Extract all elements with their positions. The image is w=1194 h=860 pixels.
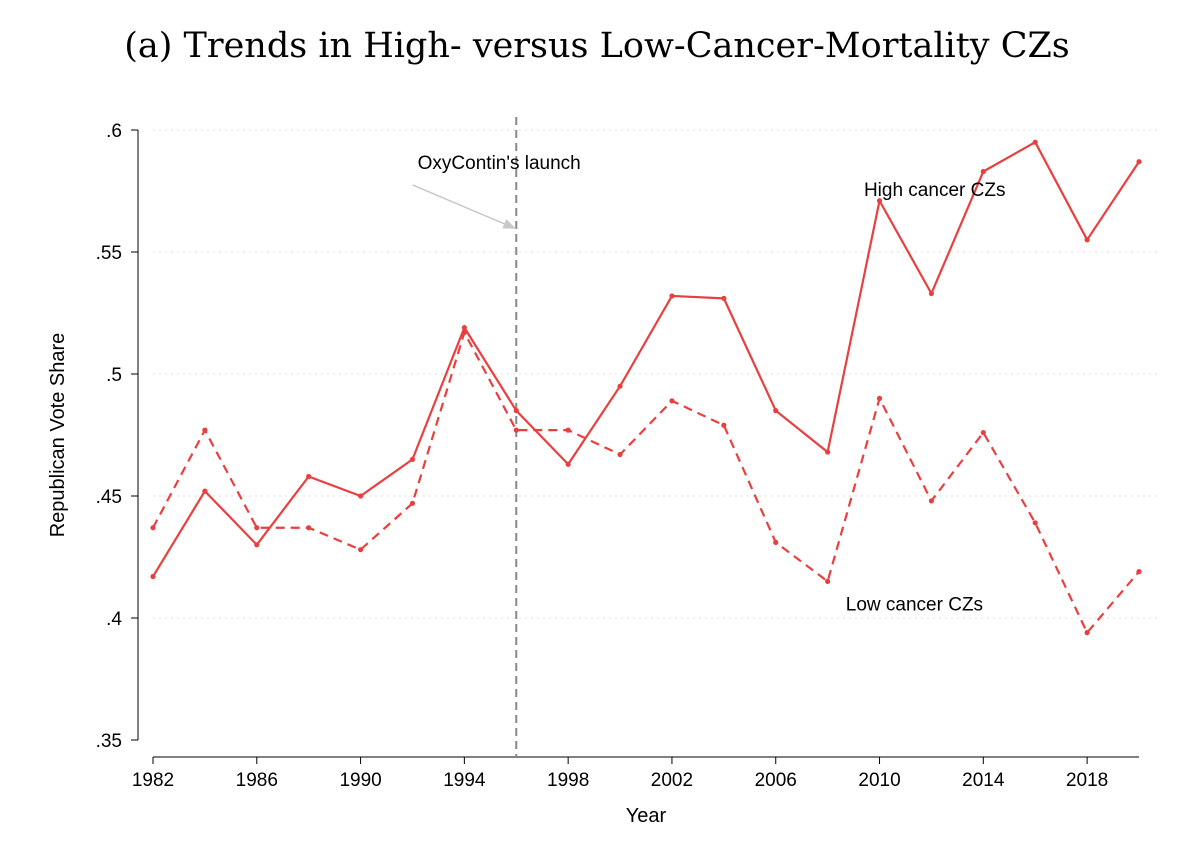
data-point (1136, 159, 1142, 165)
data-point (876, 198, 883, 204)
data-point (357, 547, 364, 553)
data-point (513, 427, 519, 433)
y-axis-label: Republican Vote Share (47, 333, 69, 538)
data-point (669, 293, 675, 299)
data-point (980, 429, 986, 436)
data-point (773, 408, 779, 414)
data-point (409, 456, 416, 462)
data-point (617, 451, 623, 458)
y-tick-label: .45 (96, 487, 122, 508)
chart-title: (a) Trends in High- versus Low-Cancer-Mo… (124, 26, 1070, 66)
data-point (461, 329, 467, 336)
data-point (876, 395, 883, 401)
high-cancer-label: High cancer CZs (864, 180, 1006, 201)
x-tick-label: 2002 (651, 770, 693, 791)
data-point (617, 383, 623, 389)
y-tick-label: .4 (106, 609, 122, 630)
x-tick-label: 1994 (443, 770, 486, 791)
launch-arrow (412, 184, 505, 225)
data-point (150, 525, 156, 531)
grid-layer (153, 129, 1160, 619)
x-tick-label: 2018 (1066, 770, 1108, 791)
x-tick-label: 1982 (132, 770, 174, 791)
data-point (202, 427, 208, 433)
x-tick-label: 2006 (755, 770, 797, 791)
data-point (669, 398, 675, 404)
axis-layer (137, 130, 1139, 758)
data-point (721, 295, 727, 301)
data-point (565, 461, 571, 467)
data-point (1084, 237, 1090, 243)
data-point (513, 408, 519, 414)
data-point (1032, 139, 1038, 145)
x-tick-label: 1998 (547, 770, 589, 791)
data-point (928, 290, 935, 297)
x-axis-label: Year (626, 805, 667, 827)
data-point (461, 325, 467, 331)
x-tick-label: 1990 (339, 770, 381, 791)
data-point (1032, 520, 1038, 526)
data-point (721, 422, 727, 428)
x-tick-label: 2014 (962, 770, 1005, 791)
x-tick-label: 1986 (236, 770, 278, 791)
data-point (306, 473, 312, 480)
data-point (825, 578, 831, 585)
data-point (357, 493, 364, 499)
launch-arrowhead (502, 219, 517, 229)
data-point (928, 498, 935, 504)
low-cancer-label: Low cancer CZs (846, 595, 983, 616)
data-point (773, 539, 779, 545)
series-line-high (152, 141, 1140, 578)
y-ticks: .35 .4 .45 .5 .55 .6 (96, 121, 138, 752)
y-tick-label: .35 (96, 731, 122, 752)
series-line-low (152, 331, 1140, 634)
data-point (254, 525, 260, 531)
y-tick-label: .6 (106, 121, 122, 142)
y-tick-label: .5 (106, 365, 122, 386)
data-point (306, 525, 312, 531)
data-point (254, 542, 260, 548)
data-point (1084, 630, 1090, 636)
data-point (202, 488, 208, 494)
data-point (1136, 569, 1142, 575)
data-point (150, 573, 156, 580)
data-point (825, 449, 831, 455)
y-tick-label: .55 (96, 243, 122, 264)
data-point (980, 168, 986, 175)
x-ticks: 1982 1986 1990 1994 1998 2002 2006 2010 2014 2018 (132, 757, 1108, 791)
x-tick-label: 2010 (858, 770, 900, 791)
data-point (409, 500, 416, 506)
data-point (565, 427, 571, 433)
launch-annotation: OxyContin's launch (418, 153, 581, 174)
series-layer (150, 139, 1142, 636)
